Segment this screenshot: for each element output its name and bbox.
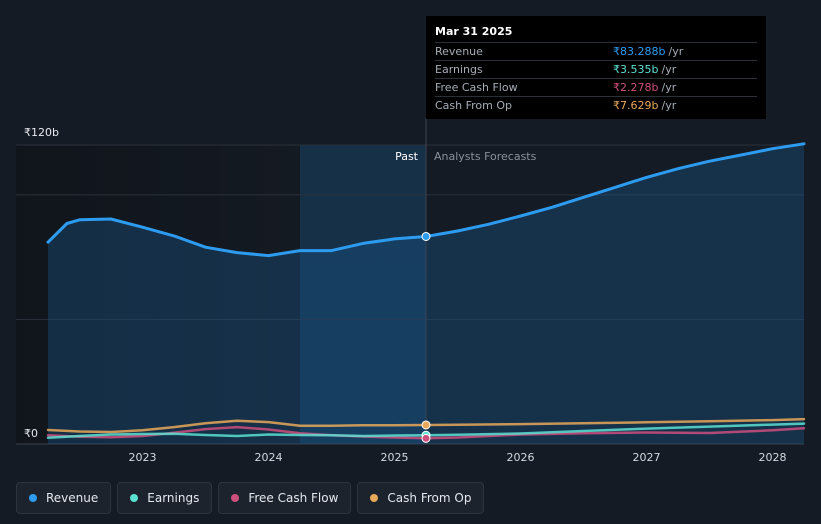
legend-dot-icon: [231, 494, 240, 502]
revenue-marker: [421, 231, 431, 241]
legend-label: Free Cash Flow: [248, 491, 339, 505]
legend-label: Earnings: [147, 491, 200, 505]
x-tick-label: 2028: [759, 451, 787, 464]
tooltip-row-cash-from-op: Cash From Op ₹7.629b /yr: [435, 96, 757, 114]
tooltip-value: ₹83.288b: [613, 45, 666, 58]
chart-legend: Revenue Earnings Free Cash Flow Cash Fro…: [16, 482, 485, 514]
tooltip-label: Cash From Op: [435, 99, 513, 112]
legend-label: Cash From Op: [387, 491, 472, 505]
x-tick-label: 2024: [255, 451, 283, 464]
x-tick-label: 2027: [633, 451, 661, 464]
tooltip-row-earnings: Earnings ₹3.535b /yr: [435, 60, 757, 78]
tooltip-unit: /yr: [661, 63, 677, 76]
revenue-line: [46, 142, 806, 258]
free-cash-flow-marker: [421, 433, 431, 443]
legend-item-free-cash-flow[interactable]: Free Cash Flow: [218, 482, 352, 514]
y-axis-max-label: ₹120b: [24, 126, 59, 139]
tooltip-date: Mar 31 2025: [435, 25, 513, 38]
x-tick-label: 2026: [507, 451, 535, 464]
tooltip-unit: /yr: [668, 45, 684, 58]
tooltip-unit: /yr: [661, 99, 677, 112]
legend-item-revenue[interactable]: Revenue: [16, 482, 112, 514]
legend-item-earnings[interactable]: Earnings: [117, 482, 213, 514]
tooltip-label: Revenue: [435, 45, 483, 58]
tooltip-value: ₹2.278b: [613, 81, 659, 94]
legend-label: Revenue: [46, 491, 99, 505]
tooltip-unit: /yr: [661, 81, 677, 94]
legend-dot-icon: [130, 494, 139, 502]
tooltip-label: Earnings: [435, 63, 483, 76]
legend-item-cash-from-op[interactable]: Cash From Op: [357, 482, 485, 514]
tooltip-row-free-cash-flow: Free Cash Flow ₹2.278b /yr: [435, 78, 757, 96]
legend-dot-icon: [370, 494, 379, 502]
past-label: Past: [395, 150, 419, 163]
tooltip-value: ₹7.629b: [613, 99, 659, 112]
tooltip-label: Free Cash Flow: [435, 81, 518, 94]
tooltip-value: ₹3.535b: [613, 63, 659, 76]
legend-dot-icon: [29, 494, 37, 502]
tooltip-row-revenue: Revenue ₹83.288b /yr: [435, 42, 757, 60]
y-axis-zero-label: ₹0: [24, 427, 38, 440]
forecast-label: Analysts Forecasts: [434, 150, 537, 163]
x-tick-label: 2023: [129, 451, 157, 464]
x-tick-label: 2025: [381, 451, 409, 464]
data-tooltip: Mar 31 2025 Revenue ₹83.288b /yr Earning…: [426, 16, 766, 119]
cash-from-op-line: [46, 417, 806, 434]
cash-from-op-marker: [421, 420, 431, 430]
earnings-line: [46, 422, 806, 440]
